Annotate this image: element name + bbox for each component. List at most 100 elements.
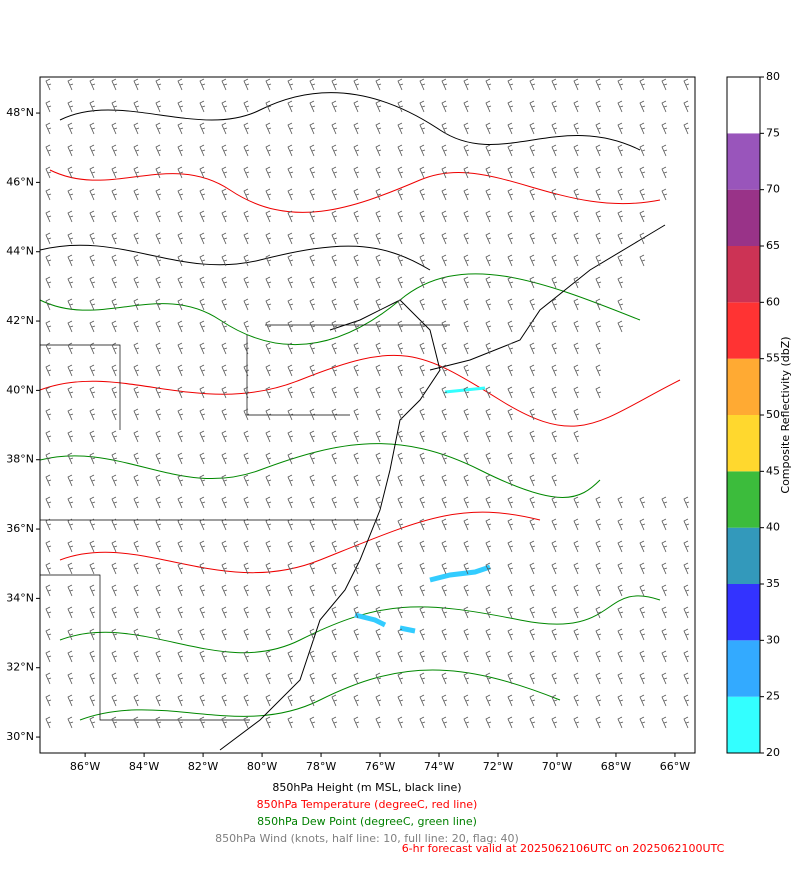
wind-barb	[507, 518, 514, 531]
wind-barb	[155, 254, 162, 267]
wind-barb	[353, 232, 360, 245]
wind-barb	[485, 716, 492, 729]
wind-barb	[221, 408, 228, 421]
wind-barb	[441, 254, 448, 267]
wind-barb	[133, 188, 140, 201]
wind-barb	[111, 298, 118, 311]
wind-barb	[551, 254, 558, 267]
wind-barb	[375, 518, 382, 531]
wind-barb	[221, 452, 228, 465]
wind-barb	[199, 144, 206, 157]
wind-barb	[155, 716, 162, 729]
wind-barb	[375, 188, 382, 201]
colorbar-tick-label: 75	[766, 126, 780, 139]
wind-barb	[551, 540, 558, 553]
colorbar-segment	[727, 133, 760, 190]
wind-barb	[155, 342, 162, 355]
wind-barb	[617, 276, 624, 289]
colorbar-segment	[727, 471, 760, 528]
wind-barb	[353, 540, 360, 553]
wind-barb	[67, 540, 74, 553]
wind-barb	[441, 78, 448, 91]
wind-barb	[309, 650, 316, 663]
wind-barb	[683, 694, 690, 707]
wind-barb	[177, 518, 184, 531]
wind-barb	[529, 562, 536, 575]
wind-barb	[397, 210, 404, 223]
wind-barb	[331, 672, 338, 685]
wind-barb	[661, 650, 668, 663]
wind-barb	[617, 650, 624, 663]
y-tick-label: 34°N	[6, 591, 34, 604]
wind-barb	[485, 78, 492, 91]
wind-barb	[397, 232, 404, 245]
wind-barb	[243, 232, 250, 245]
wind-barb	[419, 540, 426, 553]
wind-barb	[287, 320, 294, 333]
wind-barb	[353, 628, 360, 641]
wind-barb	[287, 254, 294, 267]
wind-barb	[507, 78, 514, 91]
wind-barb	[353, 584, 360, 597]
colorbar-tick-label: 55	[766, 352, 780, 365]
wind-barb	[155, 276, 162, 289]
wind-barb	[309, 540, 316, 553]
wind-barb	[221, 122, 228, 135]
wind-barb	[683, 716, 690, 729]
wind-barb	[419, 430, 426, 443]
wind-barb	[331, 650, 338, 663]
wind-barb	[551, 386, 558, 399]
wind-barb	[573, 78, 580, 91]
wind-barb	[331, 474, 338, 487]
wind-barb	[331, 562, 338, 575]
wind-barb	[419, 474, 426, 487]
wind-barb	[485, 518, 492, 531]
wind-barb	[89, 386, 96, 399]
wind-barb	[551, 496, 558, 509]
colorbar-tick-label: 30	[766, 633, 780, 646]
wind-barb	[683, 100, 690, 113]
wind-barb	[573, 562, 580, 575]
wind-barb	[507, 276, 514, 289]
wind-barb	[133, 716, 140, 729]
y-tick-label: 46°N	[6, 175, 34, 188]
wind-barb	[485, 166, 492, 179]
wind-barb	[221, 144, 228, 157]
wind-barb	[551, 320, 558, 333]
wind-barb	[221, 276, 228, 289]
wind-barb	[419, 518, 426, 531]
wind-barb	[397, 254, 404, 267]
y-tick-label: 38°N	[6, 453, 34, 466]
wind-barb	[441, 122, 448, 135]
wind-barb	[529, 254, 536, 267]
wind-barb	[551, 694, 558, 707]
wind-barb	[617, 540, 624, 553]
wind-barb	[507, 364, 514, 377]
wind-barb	[309, 188, 316, 201]
wind-barb	[177, 210, 184, 223]
wind-barb	[331, 232, 338, 245]
wind-barb	[441, 628, 448, 641]
wind-barb	[485, 430, 492, 443]
wind-barb	[595, 78, 602, 91]
wind-barb	[309, 364, 316, 377]
wind-barb	[573, 430, 580, 443]
wind-barb	[111, 188, 118, 201]
wind-barb	[551, 78, 558, 91]
wind-barb	[529, 716, 536, 729]
wind-barb	[287, 188, 294, 201]
wind-barb	[397, 122, 404, 135]
wind-barb	[485, 232, 492, 245]
colorbar-tick-label: 20	[766, 746, 780, 759]
wind-barb	[287, 78, 294, 91]
colorbar-tick-label: 60	[766, 295, 780, 308]
wind-barb	[89, 496, 96, 509]
wind-barb	[375, 166, 382, 179]
wind-barb	[551, 232, 558, 245]
wind-barb	[111, 342, 118, 355]
wind-barb	[177, 364, 184, 377]
wind-barb	[111, 408, 118, 421]
wind-barb	[199, 188, 206, 201]
wind-barb	[221, 496, 228, 509]
wind-barb	[199, 540, 206, 553]
